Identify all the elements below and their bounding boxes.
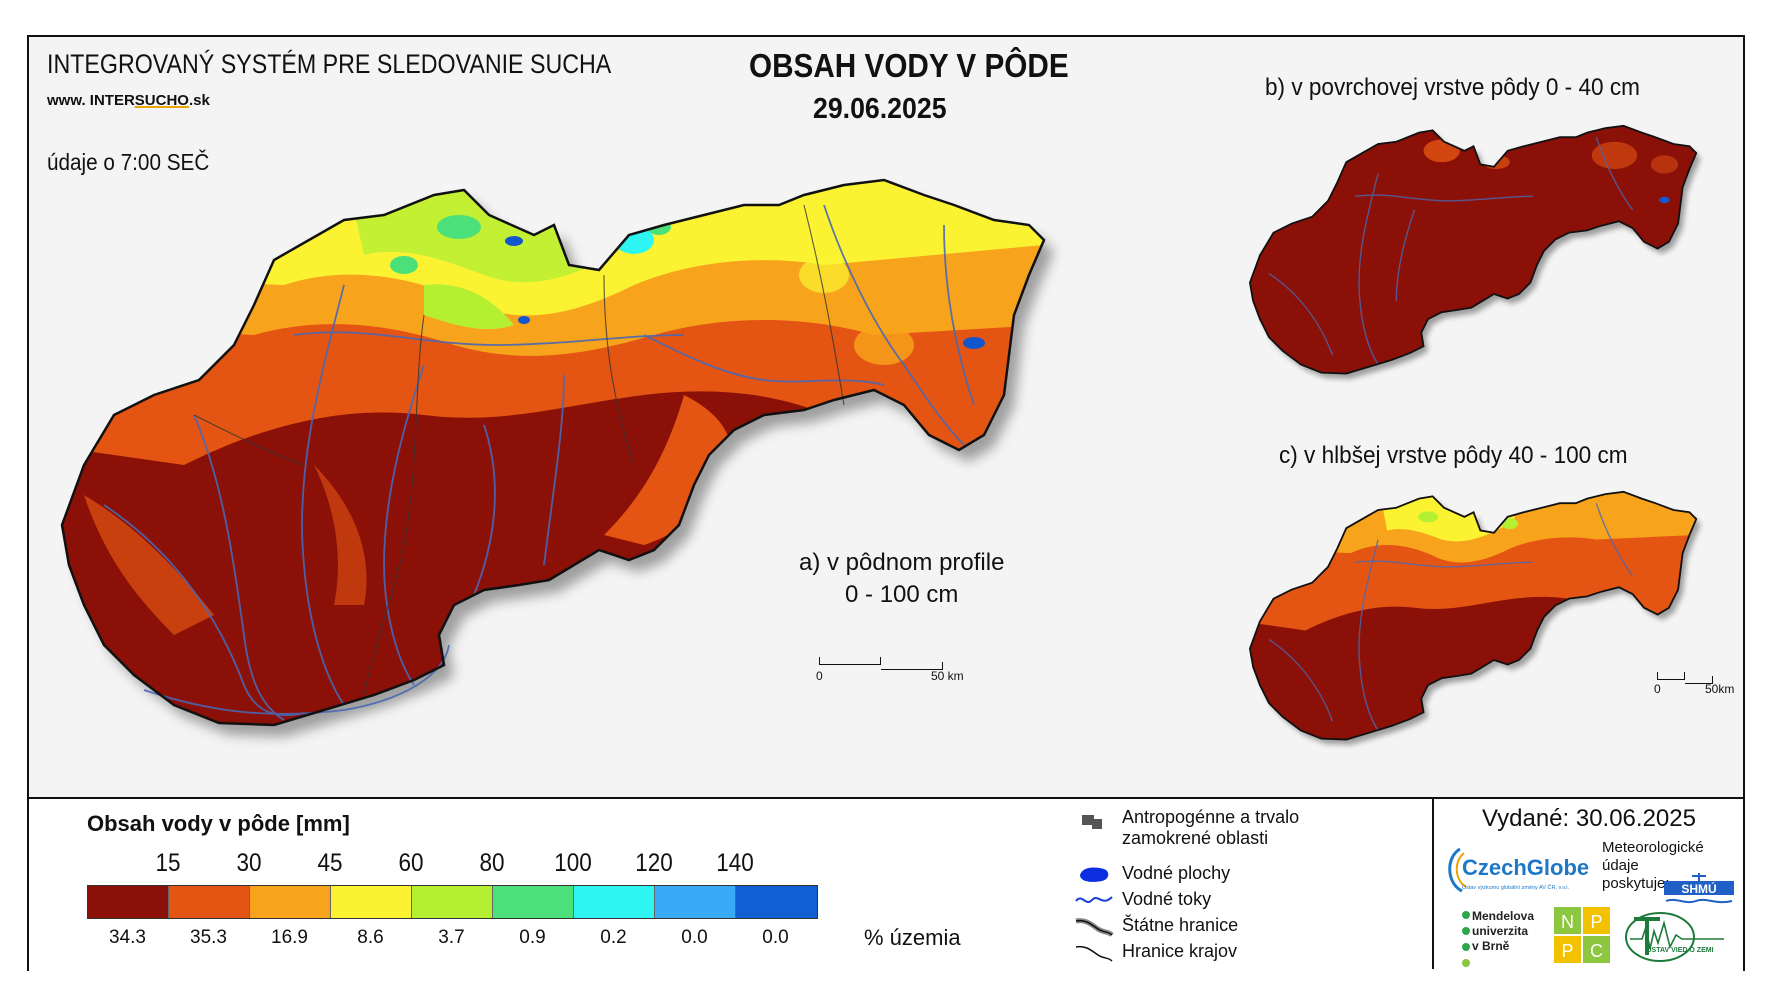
legend-swatch (169, 886, 250, 918)
legend-swatch (412, 886, 493, 918)
meteo-line3: poskytuje: (1602, 875, 1670, 892)
legend-colorbar (87, 885, 818, 919)
czechglobe-subtext: Ústav výzkumu globální změny AV ČR, v.v.… (1462, 884, 1569, 891)
legend-swatch (88, 886, 169, 918)
czechglobe-logo[interactable]: CzechGlobe Ústav výzkumu globální změny … (1442, 839, 1602, 901)
water-bodies-label: Vodné plochy (1122, 863, 1231, 883)
meteo-line1: Meteorologické (1602, 839, 1704, 856)
main-map (60, 178, 1046, 727)
legend-swatch (736, 886, 817, 918)
map-b-label: b) v povrchovej vrstve pôdy 0 - 40 cm (1265, 74, 1640, 101)
legend-tick-label: 140 (716, 849, 754, 877)
legend-tick-label: 30 (236, 849, 262, 877)
anthropogenic-line1: Antropogénne a trvalo (1122, 807, 1300, 827)
legend-panel: Obsah vody v pôde [mm] 15 30 45 60 80 100 120 1… (29, 797, 1743, 971)
map-a-label: a) v pôdnom profile 0 - 100 cm (799, 547, 1004, 611)
npc-letter-2: P (1590, 912, 1602, 932)
scale-main-end: 50 km (931, 669, 964, 683)
scale-small-end: 50km (1705, 682, 1735, 696)
scale-small-start: 0 (1654, 682, 1661, 696)
legend-percent-value: 0.0 (762, 927, 789, 948)
anthropogenic-line2: zamokrené oblasti (1122, 828, 1269, 848)
map-c-label: c) v hlbšej vrstve pôdy 40 - 100 cm (1279, 442, 1628, 469)
legend-title: Obsah vody v pôde [mm] (87, 811, 350, 836)
small-scalebar: 0 50km (1654, 672, 1737, 702)
mendel-line2: univerzita (1472, 924, 1529, 938)
map-frame: INTEGROVANÝ SYSTÉM PRE SLEDOVANIE SUCHA … (27, 35, 1745, 971)
site-suffix: .sk (188, 92, 210, 109)
legend-percent-value: 0.0 (681, 927, 708, 948)
region-border-icon (1075, 945, 1113, 962)
system-title: INTEGROVANÝ SYSTÉM PRE SLEDOVANIE SUCHA (47, 49, 612, 79)
legend-tick-label: 100 (554, 849, 592, 877)
credits-panel: Vydané: 30.06.2025 CzechGlobe Ústav výzk… (1432, 799, 1745, 969)
site-accent: SUCHO (134, 92, 189, 109)
mendel-dots-icon (1462, 911, 1470, 967)
map-b (1248, 124, 1698, 375)
legend-tick-label: 45 (317, 849, 343, 877)
legend-percent-value: 3.7 (438, 927, 465, 948)
shmu-text: SHMÚ (1681, 881, 1716, 896)
anthropogenic-label: Antropogénne a trvalo zamokrené oblasti (1122, 807, 1299, 849)
site-prefix: www. INTER (47, 92, 135, 109)
legend-percent-value: 16.9 (271, 927, 308, 948)
water-stream-icon (1075, 896, 1113, 903)
map-area: INTEGROVANÝ SYSTÉM PRE SLEDOVANIE SUCHA … (29, 37, 1743, 797)
region-border-label: Hranice krajov (1122, 941, 1238, 961)
legend-percent-value: 35.3 (190, 927, 227, 948)
legend-percent-value: 34.3 (109, 927, 146, 948)
npc-letter-3: P (1561, 941, 1573, 961)
website-link[interactable]: www. INTERSUCHO.sk (47, 92, 210, 109)
map-a-label-line1: a) v pôdnom profile (799, 549, 1005, 576)
uvz-text: ÚSTAV VIED O ZEMI (1646, 945, 1713, 954)
npc-letter-1: N (1561, 912, 1574, 932)
main-date: 29.06.2025 (813, 93, 947, 125)
meteo-provider-text: Meteorologické údaje poskytuje: (1602, 839, 1704, 893)
nppc-logo[interactable]: N P P C (1554, 907, 1610, 963)
water-streams-label: Vodné toky (1122, 889, 1212, 909)
legend-swatch (493, 886, 574, 918)
mendel-university-logo[interactable]: Mendelova univerzita v Brně (1472, 909, 1534, 954)
issued-date: Vydané: 30.06.2025 (1482, 805, 1696, 832)
npc-letter-4: C (1590, 941, 1603, 961)
earth-science-institute-logo[interactable]: ÚSTAV VIED O ZEMI (1620, 909, 1730, 965)
map-c (1248, 490, 1698, 741)
anthropogenic-area-icon (1082, 815, 1102, 829)
legend-tick-label: 15 (155, 849, 181, 877)
legend-percent-value: 0.2 (600, 927, 627, 948)
percent-unit: % územia (864, 925, 961, 950)
main-title: OBSAH VODY V PÔDE (749, 47, 1069, 84)
legend-tick-label: 80 (479, 849, 505, 877)
meteo-line2: údaje (1602, 857, 1639, 874)
legend-tick-label: 60 (398, 849, 424, 877)
main-scalebar: 0 50 km (816, 657, 979, 687)
shmu-logo[interactable]: SHMÚ (1662, 873, 1736, 907)
legend-swatch (574, 886, 655, 918)
czechglobe-text: CzechGlobe (1462, 855, 1589, 880)
mendel-line3: v Brně (1472, 939, 1510, 953)
legend-percent-value: 8.6 (357, 927, 384, 948)
time-note: údaje o 7:00 SEČ (47, 149, 210, 175)
water-body-icon (1080, 867, 1109, 882)
legend-swatch (655, 886, 736, 918)
legend-percent-value: 0.9 (519, 927, 546, 948)
legend-swatch (331, 886, 412, 918)
legend-tick-label: 120 (635, 849, 673, 877)
map-a-label-line2: 0 - 100 cm (845, 581, 959, 608)
scale-main-start: 0 (816, 669, 823, 683)
state-border-label: Štátne hranice (1122, 915, 1239, 935)
legend-swatch (250, 886, 331, 918)
mendel-line1: Mendelova (1472, 909, 1535, 923)
state-border-icon (1075, 918, 1114, 937)
